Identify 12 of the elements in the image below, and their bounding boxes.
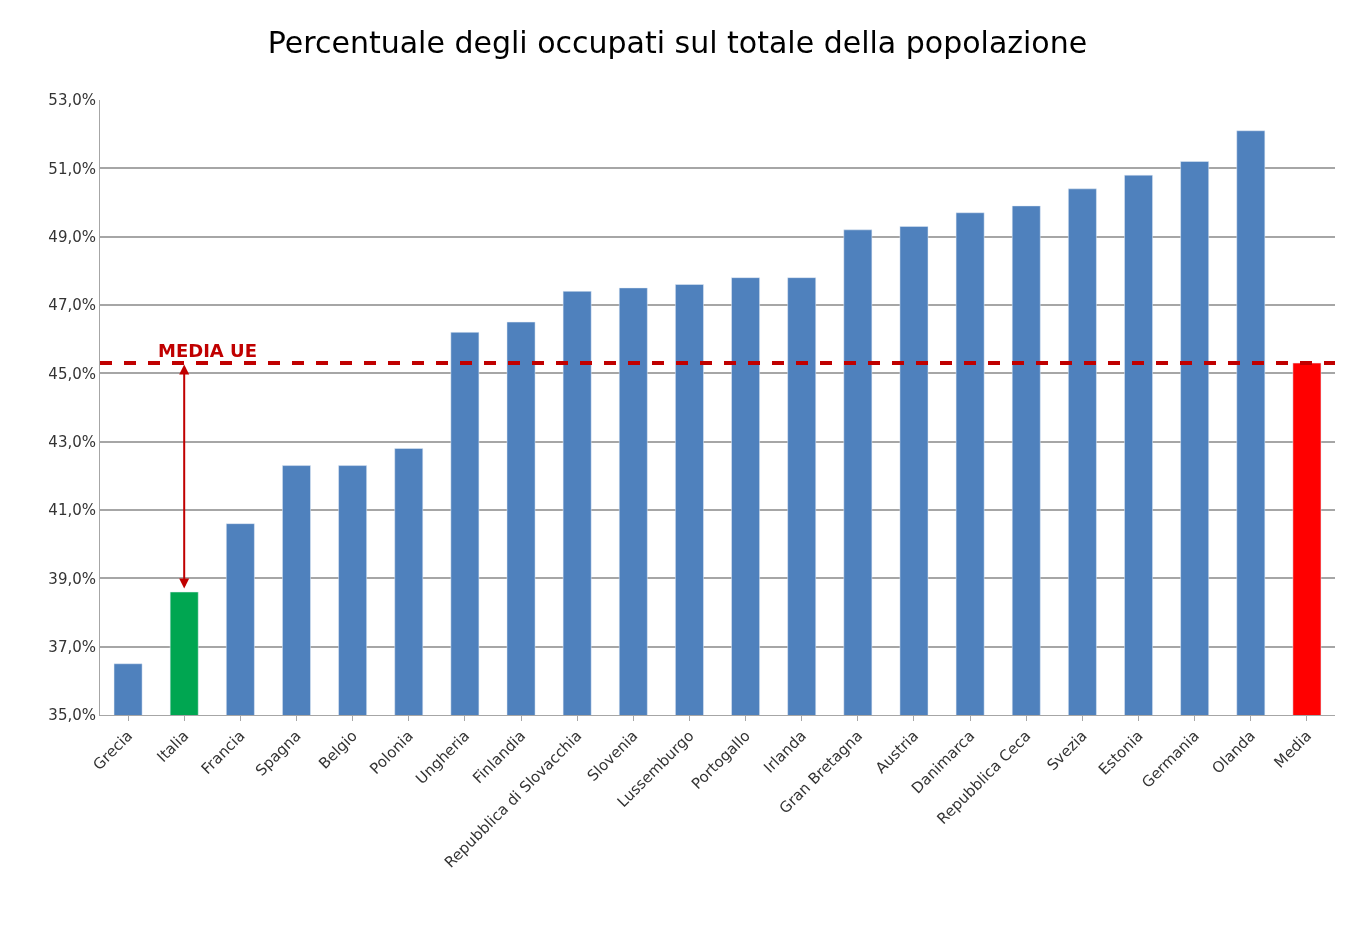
y-tick-label: 43,0% [48, 432, 96, 451]
y-tick-label: 49,0% [48, 227, 96, 246]
y-tick-label: 47,0% [48, 296, 96, 315]
chart-title: Percentuale degli occupati sul totale della popolazione [267, 25, 1088, 61]
y-tick-label: 41,0% [48, 501, 96, 520]
y-tick-label: 39,0% [48, 569, 96, 588]
y-tick-label: 51,0% [48, 159, 96, 178]
y-tick-label: 53,0% [48, 91, 96, 110]
y-tick-label: 35,0% [48, 706, 96, 725]
ref-line-label: MEDIA UE [158, 340, 257, 361]
y-tick-label: 45,0% [48, 364, 96, 383]
y-tick-label: 37,0% [48, 637, 96, 656]
